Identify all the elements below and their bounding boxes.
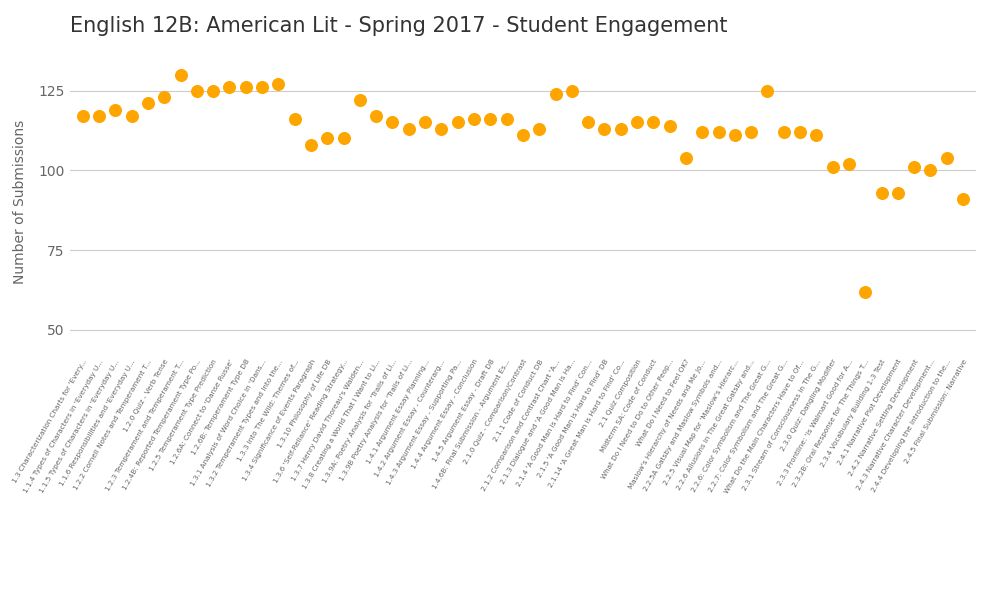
Point: [564, 86, 580, 96]
Point: [238, 82, 254, 92]
Point: [858, 287, 873, 297]
Point: [841, 159, 857, 169]
Point: [254, 82, 270, 92]
Point: [75, 111, 91, 121]
Point: [580, 118, 596, 128]
Point: [809, 131, 825, 140]
Point: [597, 124, 613, 134]
Point: [678, 153, 694, 162]
Point: [336, 134, 352, 143]
Point: [922, 166, 938, 175]
Point: [694, 127, 710, 137]
Point: [531, 124, 547, 134]
Point: [140, 99, 156, 109]
Point: [792, 127, 808, 137]
Point: [515, 131, 531, 140]
Point: [303, 140, 319, 150]
Point: [172, 70, 188, 80]
Point: [433, 124, 449, 134]
Point: [482, 115, 498, 124]
Point: [955, 194, 971, 204]
Point: [645, 118, 661, 128]
Point: [189, 86, 205, 96]
Point: [400, 124, 416, 134]
Point: [450, 118, 466, 128]
Point: [205, 86, 221, 96]
Point: [906, 162, 922, 172]
Point: [727, 131, 743, 140]
Point: [613, 124, 628, 134]
Point: [369, 111, 384, 121]
Point: [499, 115, 515, 124]
Point: [939, 153, 955, 162]
Text: English 12B: American Lit - Spring 2017 - Student Engagement: English 12B: American Lit - Spring 2017 …: [70, 17, 727, 36]
Point: [760, 86, 776, 96]
Y-axis label: Number of Submissions: Number of Submissions: [13, 120, 27, 284]
Point: [384, 118, 400, 128]
Point: [320, 134, 336, 143]
Point: [124, 111, 139, 121]
Point: [743, 127, 759, 137]
Point: [270, 79, 286, 89]
Point: [825, 162, 841, 172]
Point: [352, 95, 368, 105]
Point: [776, 127, 792, 137]
Point: [548, 89, 564, 99]
Point: [417, 118, 433, 128]
Point: [629, 118, 645, 128]
Point: [889, 188, 905, 197]
Point: [287, 115, 303, 124]
Point: [108, 105, 124, 115]
Point: [710, 127, 726, 137]
Point: [156, 92, 172, 102]
Point: [221, 82, 237, 92]
Point: [661, 121, 677, 131]
Point: [91, 111, 107, 121]
Point: [873, 188, 889, 197]
Point: [466, 115, 482, 124]
